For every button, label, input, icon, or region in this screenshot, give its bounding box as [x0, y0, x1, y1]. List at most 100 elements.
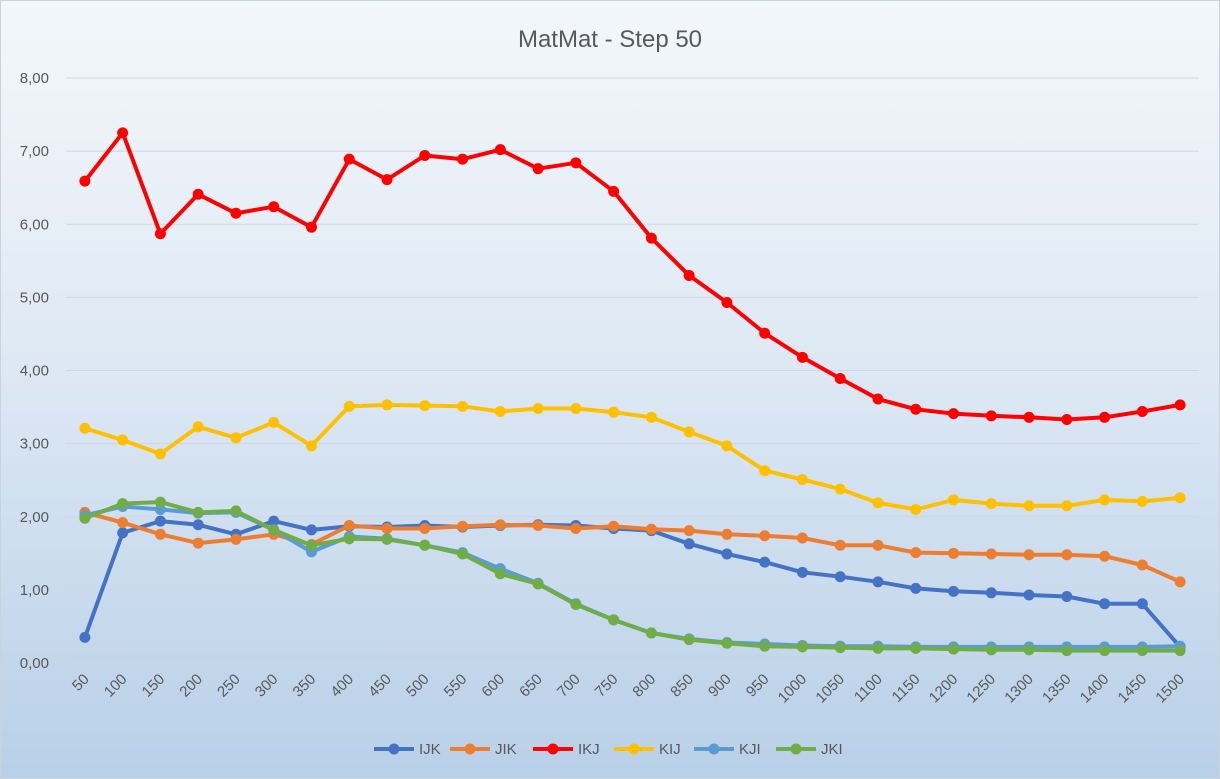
- data-point: [834, 642, 846, 654]
- x-tick-label: 950: [743, 671, 773, 701]
- x-tick-label: 900: [705, 671, 735, 701]
- data-point: [1061, 413, 1073, 425]
- data-point: [872, 576, 884, 588]
- data-point: [457, 520, 469, 532]
- x-tick-label: 500: [403, 671, 433, 701]
- y-tick-label: 6,00: [20, 216, 49, 233]
- series-line: [82, 402, 1183, 512]
- series-line: [82, 500, 1183, 653]
- legend-swatch-marker: [464, 743, 476, 755]
- x-tick-label: 300: [252, 671, 282, 701]
- x-tick-label: 1350: [1039, 671, 1075, 707]
- data-point: [608, 185, 620, 197]
- data-point: [910, 503, 922, 515]
- series-kij: [79, 399, 1186, 515]
- data-point: [683, 525, 695, 537]
- legend-label: KIJ: [659, 741, 681, 758]
- data-point: [381, 522, 393, 534]
- x-tick-label: 50: [69, 671, 93, 695]
- data-point: [268, 524, 280, 536]
- data-point: [872, 539, 884, 551]
- data-point: [305, 221, 317, 233]
- legend-label: KJI: [739, 741, 761, 758]
- data-point: [230, 533, 242, 545]
- x-tick-label: 750: [592, 671, 622, 701]
- data-point: [985, 587, 997, 599]
- data-point: [645, 232, 657, 244]
- data-point: [759, 640, 771, 652]
- data-point: [948, 408, 960, 420]
- data-point: [910, 642, 922, 654]
- legend: IJK JIK IKJ KIJ KJI JKI: [374, 741, 843, 758]
- data-point: [79, 175, 91, 187]
- data-point: [1061, 590, 1073, 602]
- data-point: [570, 522, 582, 534]
- data-point: [79, 422, 91, 434]
- data-point: [910, 547, 922, 559]
- data-point: [570, 599, 582, 610]
- y-tick-label: 4,00: [20, 363, 49, 380]
- data-point: [305, 524, 317, 536]
- series-kji: [79, 501, 1186, 653]
- legend-swatch-marker: [790, 743, 802, 755]
- data-point: [1136, 405, 1148, 417]
- x-tick-label: 650: [516, 671, 546, 701]
- x-tick-label: 1150: [889, 671, 924, 706]
- data-point: [419, 150, 431, 162]
- data-point: [645, 627, 657, 639]
- x-tick-label: 350: [290, 671, 320, 701]
- data-point: [796, 473, 808, 485]
- data-point: [872, 642, 884, 654]
- data-point: [532, 520, 544, 532]
- x-tick-label: 450: [365, 671, 395, 701]
- data-point: [948, 643, 960, 655]
- x-tick-label: 400: [327, 671, 357, 701]
- data-point: [419, 539, 431, 551]
- data-point: [192, 188, 204, 200]
- data-point: [230, 505, 242, 517]
- data-point: [494, 519, 506, 531]
- data-point: [683, 269, 695, 281]
- legend-label: JIK: [495, 741, 517, 758]
- data-point: [268, 416, 280, 428]
- data-point: [494, 568, 506, 580]
- legend-label: IJK: [419, 741, 441, 758]
- data-point: [154, 228, 166, 240]
- series-line: [82, 130, 1183, 422]
- x-tick-label: 100: [101, 671, 131, 701]
- legend-swatch-marker: [708, 743, 720, 755]
- data-point: [721, 637, 733, 649]
- data-point: [1136, 598, 1148, 610]
- data-point: [343, 400, 355, 412]
- data-point: [645, 523, 657, 535]
- data-point: [117, 527, 129, 539]
- x-tick-label: 250: [214, 671, 244, 701]
- data-point: [419, 522, 431, 534]
- data-point: [1099, 494, 1111, 506]
- data-point: [759, 327, 771, 339]
- chart-title: MatMat - Step 50: [518, 26, 702, 53]
- x-tick-label: 1050: [812, 671, 848, 707]
- data-point: [834, 571, 846, 583]
- data-point: [721, 548, 733, 560]
- data-point: [1023, 644, 1035, 656]
- x-tick-label: 200: [176, 671, 206, 701]
- data-point: [117, 517, 129, 529]
- legend-item: JKI: [776, 741, 843, 758]
- data-point: [872, 393, 884, 405]
- data-point: [1023, 589, 1035, 601]
- data-point: [570, 157, 582, 169]
- data-point: [1174, 399, 1186, 411]
- data-point: [154, 496, 166, 508]
- data-point: [381, 174, 393, 186]
- legend-item: KJI: [694, 741, 761, 758]
- series-ikj: [79, 127, 1186, 425]
- data-point: [1099, 645, 1111, 657]
- y-tick-label: 5,00: [20, 289, 49, 306]
- grid-lines: [66, 77, 1199, 664]
- data-point: [1099, 550, 1111, 562]
- data-point: [381, 533, 393, 545]
- x-tick-label: 1300: [1001, 671, 1037, 707]
- legend-item: JIK: [450, 741, 517, 758]
